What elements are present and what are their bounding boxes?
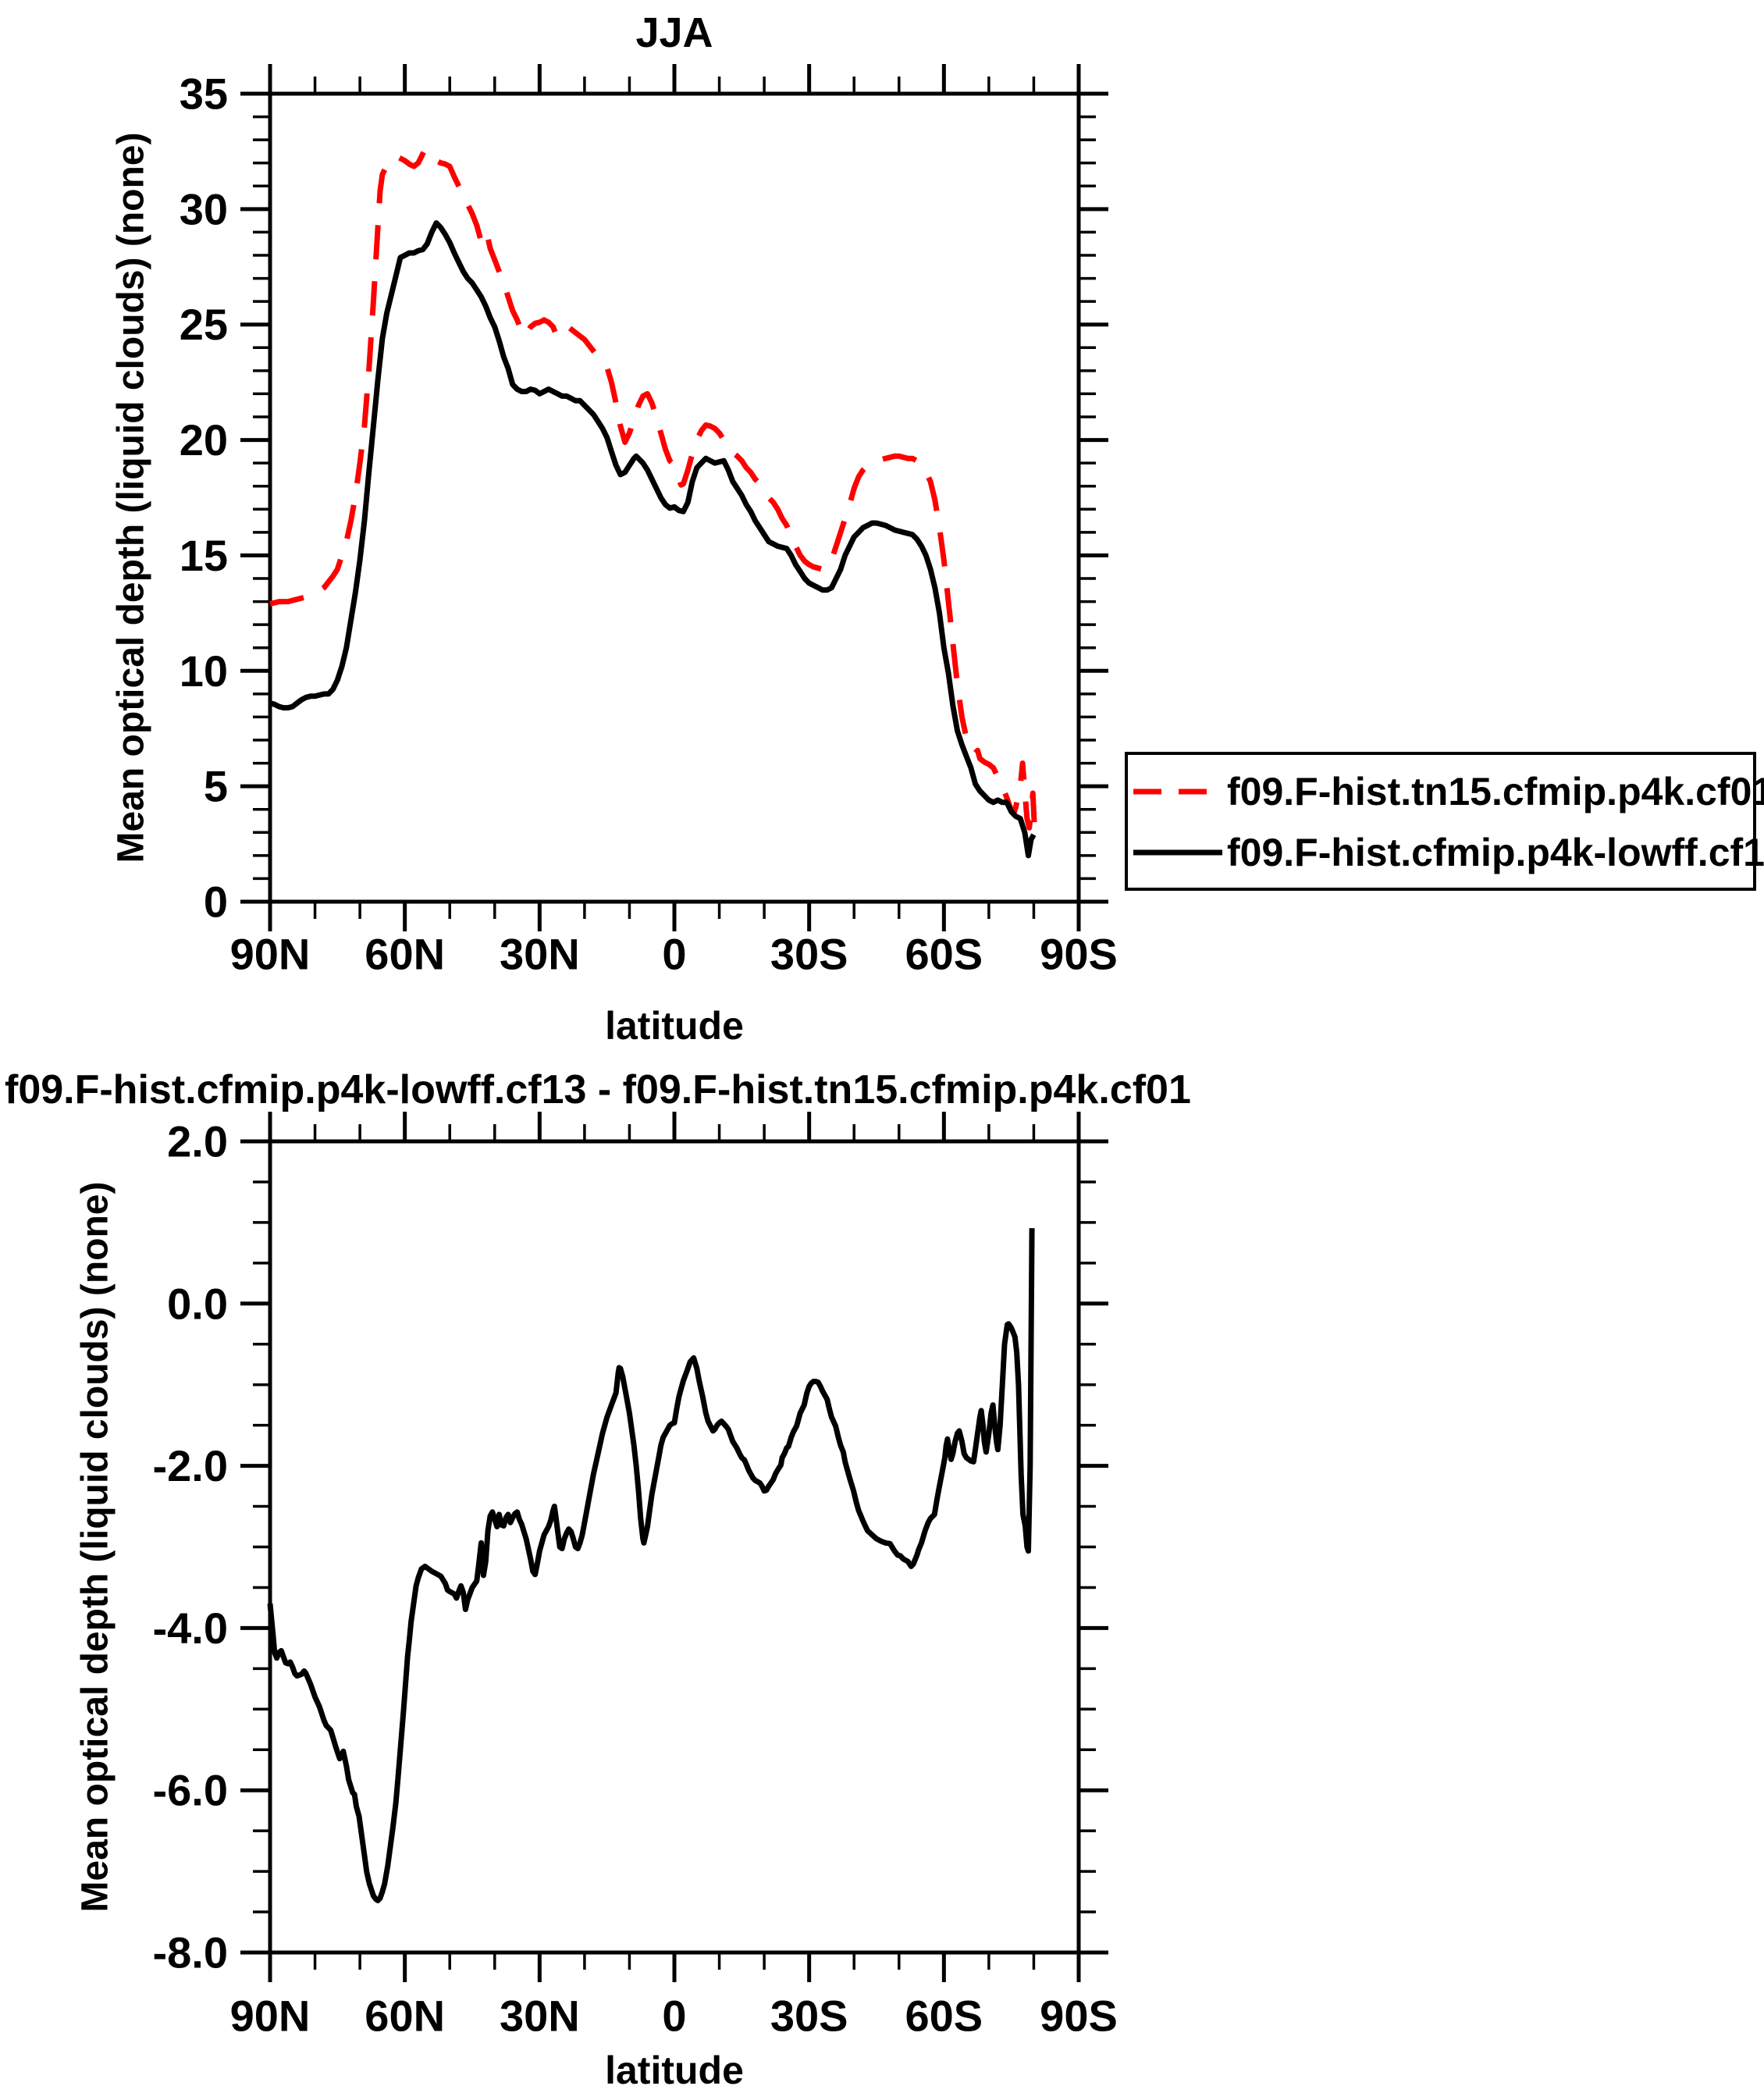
x-tick-label: 90N: [230, 930, 311, 979]
y-tick-label: 5: [204, 762, 228, 811]
y-tick-label: 20: [180, 415, 228, 465]
x-tick-label: 30S: [770, 930, 848, 979]
y-axis-title: Mean optical depth (liquid clouds) (none…: [111, 133, 152, 863]
x-tick-label: 0: [662, 1992, 686, 2041]
plot-frame: [268, 91, 1081, 904]
y-tick-label: -8.0: [153, 1928, 229, 1977]
x-tick-label: 90N: [230, 1992, 311, 2041]
x-tick-label: 90S: [1040, 930, 1118, 979]
x-tick-label: 60S: [905, 1992, 983, 2041]
top-chart-jja: 90N 60N 30N 0 30S 60S 90S 35 30 25 20 15 10 5 0 JJA lati…: [111, 9, 1764, 1048]
y-tick-label: 15: [180, 531, 228, 580]
y-axis-ticks: [240, 1139, 1108, 1955]
x-tick-label: 30N: [500, 1992, 580, 2041]
x-tick-label: 30S: [770, 1992, 848, 2041]
y-tick-label: 10: [180, 646, 228, 696]
chart-title: f09.F-hist.cfmip.p4k-lowff.cf13 - f09.F-…: [5, 1067, 1191, 1112]
legend-box: [1125, 752, 1756, 891]
x-tick-label: 60S: [905, 930, 983, 979]
y-tick-label: -6.0: [153, 1766, 229, 1815]
y-tick-label: 0: [204, 877, 228, 927]
x-axis-ticks: [268, 1112, 1081, 1982]
series-line-0: [267, 1228, 1035, 1903]
y-axis-ticks: [240, 91, 1108, 904]
y-axis-title: Mean optical depth (liquid clouds) (none…: [75, 1182, 116, 1913]
series-line-1: [269, 220, 1037, 859]
y-tick-label: 30: [180, 184, 228, 233]
series-line-0: [269, 146, 1038, 842]
x-axis-ticks: [268, 64, 1081, 931]
y-tick-label: 0.0: [167, 1279, 228, 1328]
legend: f09.F-hist.tn15.cfmip.p4k.cf01 f09.F-hist…: [1125, 752, 1764, 891]
y-tick-label: 25: [180, 300, 228, 349]
x-axis-title: latitude: [605, 2049, 744, 2086]
legend-label: f09.F-hist.tn15.cfmip.p4k.cf01: [1227, 770, 1764, 813]
x-tick-label: 0: [662, 930, 686, 979]
x-axis-title: latitude: [605, 1004, 744, 1048]
bottom-difference-chart: 90N 60N 30N 0 30S 60S 90S 2.0 0.0 -2.0 -4.0 -6.0 -8.…: [5, 1067, 1191, 2086]
y-tick-label: 2.0: [167, 1117, 228, 1166]
legend-label: f09.F-hist.cfmip.p4k-lowff.cf13: [1227, 831, 1764, 874]
x-tick-label: 30N: [500, 930, 580, 979]
x-tick-label: 90S: [1040, 1992, 1118, 2041]
y-tick-label: -2.0: [153, 1441, 229, 1490]
x-tick-label: 60N: [365, 1992, 445, 2041]
chart-title: JJA: [635, 9, 713, 56]
y-tick-label: 35: [180, 69, 228, 119]
x-tick-label: 60N: [365, 930, 445, 979]
y-tick-label: -4.0: [153, 1604, 229, 1653]
